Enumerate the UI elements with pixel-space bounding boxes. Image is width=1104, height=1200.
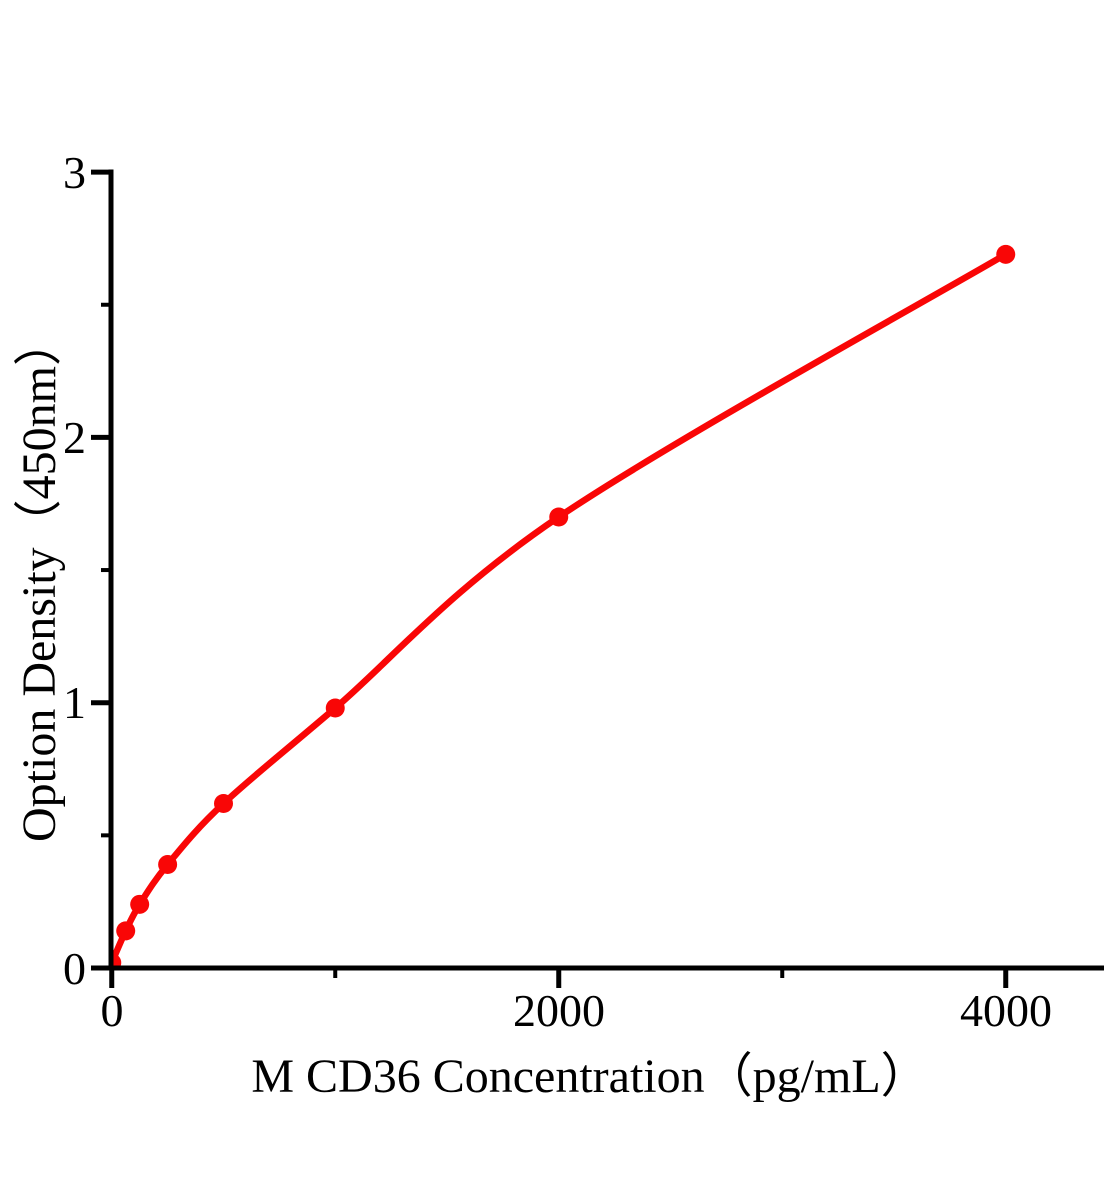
data-point bbox=[158, 855, 178, 875]
y-axis-title: Option Density（450nm） bbox=[13, 318, 66, 842]
x-tick-label-0: 0 bbox=[101, 985, 124, 1036]
data-points bbox=[113, 244, 1016, 966]
y-tick-label-2: 2 bbox=[63, 412, 86, 463]
data-point bbox=[325, 698, 345, 718]
data-point bbox=[214, 794, 233, 814]
data-point bbox=[116, 921, 136, 941]
x-axis-title: M CD36 Concentration（pg/mL） bbox=[251, 1050, 928, 1103]
data-point bbox=[996, 244, 1016, 264]
axes bbox=[108, 169, 1104, 971]
x-tick-labels: 0 2000 4000 bbox=[101, 985, 1053, 1036]
y-tick-label-3: 3 bbox=[63, 147, 86, 198]
fit-curve-line bbox=[113, 251, 1009, 966]
y-tick-label-1: 1 bbox=[63, 677, 86, 728]
y-tick-label-0: 0 bbox=[63, 943, 86, 994]
y-tick-labels: 0 1 2 3 bbox=[63, 147, 86, 994]
axis-ticks bbox=[91, 169, 1009, 988]
x-tick-label-4000: 4000 bbox=[960, 985, 1052, 1036]
data-point bbox=[113, 953, 122, 966]
data-point bbox=[549, 507, 569, 527]
x-tick-label-2000: 2000 bbox=[513, 985, 605, 1036]
data-point bbox=[130, 894, 150, 914]
